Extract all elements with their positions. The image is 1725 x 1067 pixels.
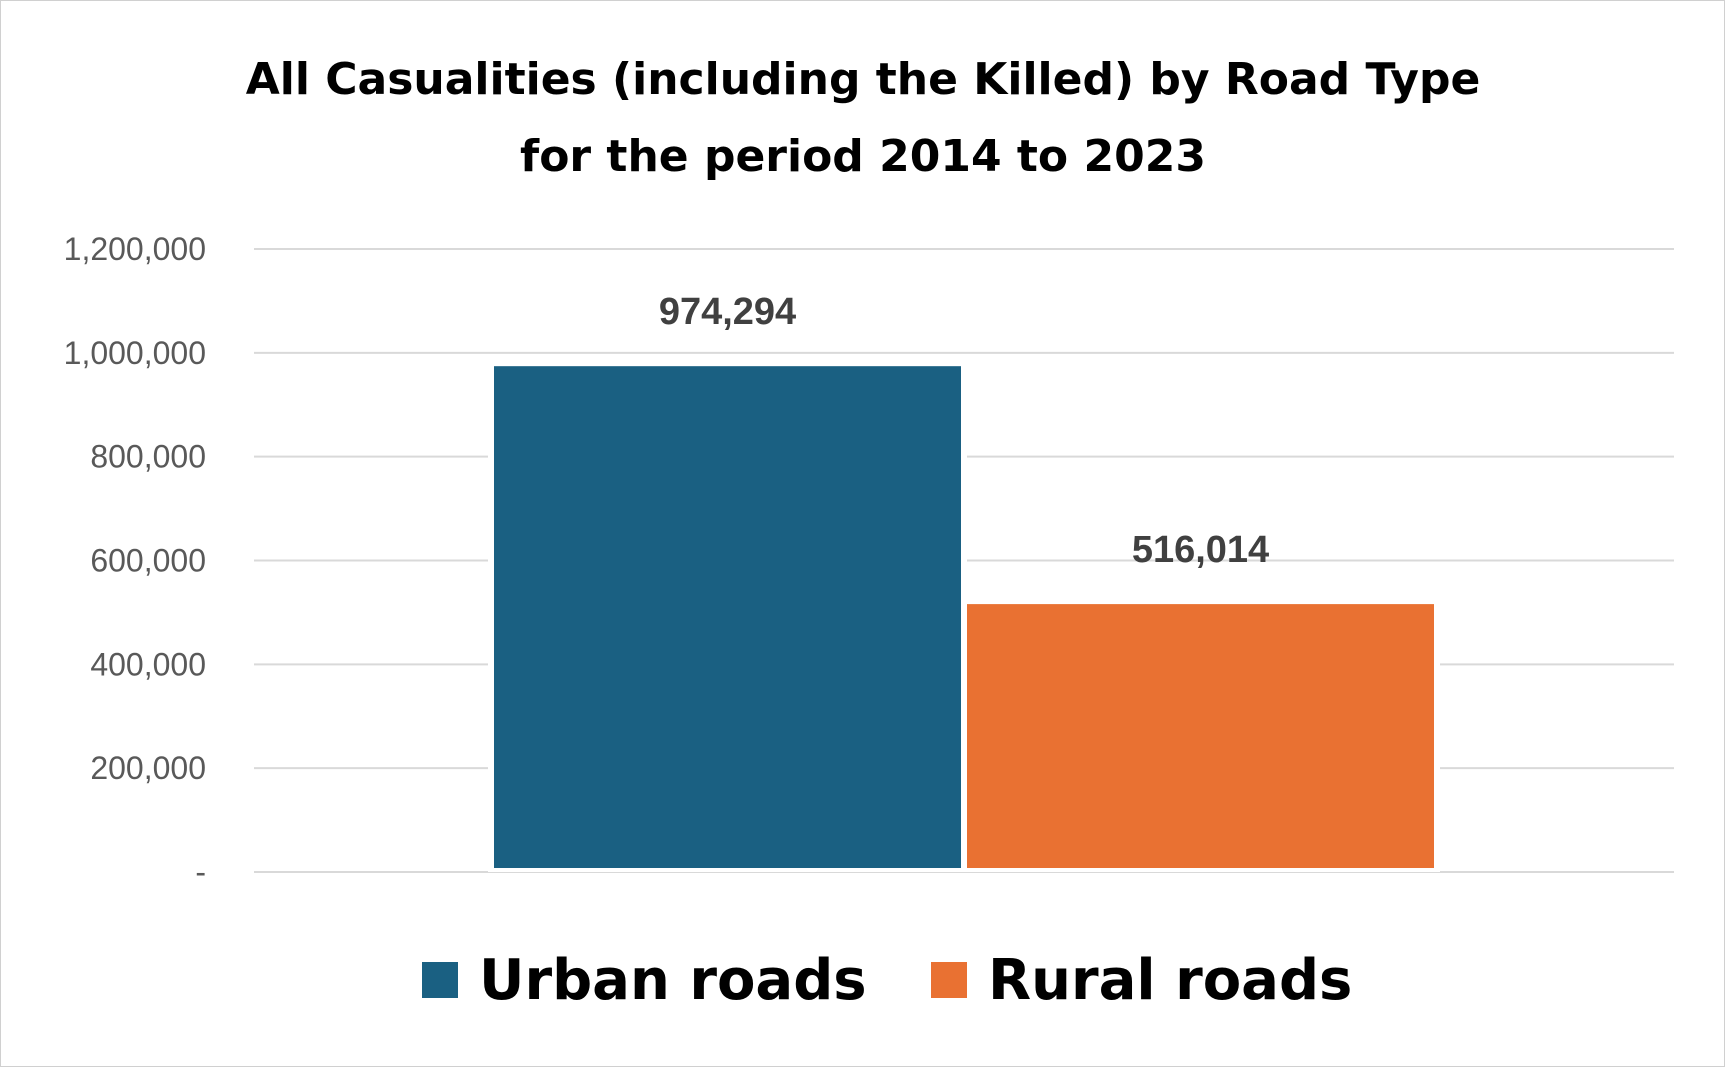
y-tick-label: - (195, 854, 206, 890)
legend-label: Urban roads (479, 948, 867, 1013)
data-label: 516,014 (1132, 529, 1269, 571)
bars (488, 366, 1440, 872)
y-axis-tick-labels: - 200,000 400,000 600,000 800,000 1,000,000 1,… (64, 231, 206, 890)
chart-title-line-1: All Casualities (including the Killed) b… (246, 54, 1481, 105)
data-label: 974,294 (659, 291, 796, 333)
y-tick-label: 1,200,000 (64, 231, 206, 267)
y-tick-label: 1,000,000 (64, 335, 206, 371)
legend-swatch (422, 962, 458, 998)
legend: Urban roads Rural roads (422, 948, 1352, 1013)
bar-rural-roads (967, 604, 1434, 868)
chart-title: All Casualities (including the Killed) b… (246, 54, 1481, 182)
data-labels: 974,294 516,014 (659, 291, 1269, 571)
y-tick-label: 800,000 (90, 439, 206, 475)
chart-title-line-2: for the period 2014 to 2023 (520, 131, 1206, 182)
legend-swatch (931, 962, 967, 998)
legend-label: Rural roads (988, 948, 1352, 1013)
y-tick-label: 400,000 (90, 646, 206, 682)
y-tick-label: 600,000 (90, 543, 206, 579)
y-tick-label: 200,000 (90, 750, 206, 786)
bar-urban-roads (494, 366, 961, 868)
